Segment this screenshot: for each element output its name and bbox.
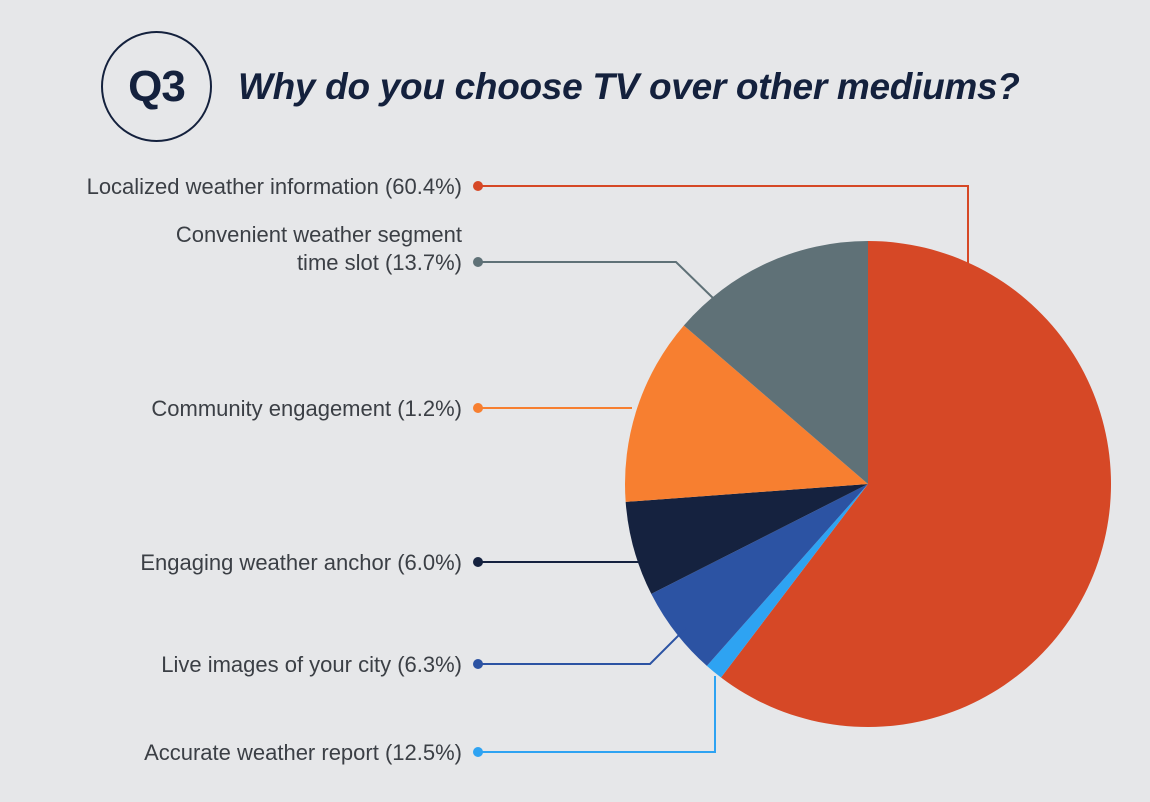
slice-label-convenient-weather-segment-time-slot: time slot (13.7%) <box>297 250 462 275</box>
slice-label-convenient-weather-segment-time-slot: Convenient weather segment <box>176 222 462 247</box>
leader-line-localized-weather-information <box>478 185 969 263</box>
legend-dot-community-engagement <box>473 747 483 757</box>
pie-slice-engaging-weather-anchor <box>651 484 868 666</box>
slice-label-live-images-of-your-city: Live images of your city (6.3%) <box>161 652 462 677</box>
legend-dot-live-images-of-your-city <box>473 557 483 567</box>
leader-line-community-engagement <box>478 676 716 753</box>
page-title: Why do you choose TV over other mediums? <box>238 66 1020 107</box>
question-number: Q3 <box>128 61 186 111</box>
pie-slice-community-engagement <box>706 484 868 678</box>
legend-dot-accurate-weather-report <box>473 403 483 413</box>
pie-slice-localized-weather-information <box>721 241 1112 728</box>
legend-dot-convenient-weather-segment-time-slot <box>473 257 483 267</box>
legend-dot-localized-weather-information <box>473 181 483 191</box>
leader-line-engaging-weather-anchor <box>478 627 687 665</box>
question-number-badge: Q3 <box>101 31 212 142</box>
pie-slice-convenient-weather-segment-time-slot <box>683 241 868 484</box>
slice-label-community-engagement: Community engagement (1.2%) <box>151 396 462 421</box>
legend-dot-engaging-weather-anchor <box>473 659 483 669</box>
leader-line-convenient-weather-segment-time-slot <box>478 261 715 300</box>
slice-label-localized-weather-information: Localized weather information (60.4%) <box>87 174 462 199</box>
pie-slice-live-images-of-your-city <box>625 484 868 594</box>
pie-slice-accurate-weather-report <box>624 325 868 502</box>
slice-label-engaging-weather-anchor: Engaging weather anchor (6.0%) <box>140 550 462 575</box>
slice-label-accurate-weather-report: Accurate weather report (12.5%) <box>144 740 462 765</box>
